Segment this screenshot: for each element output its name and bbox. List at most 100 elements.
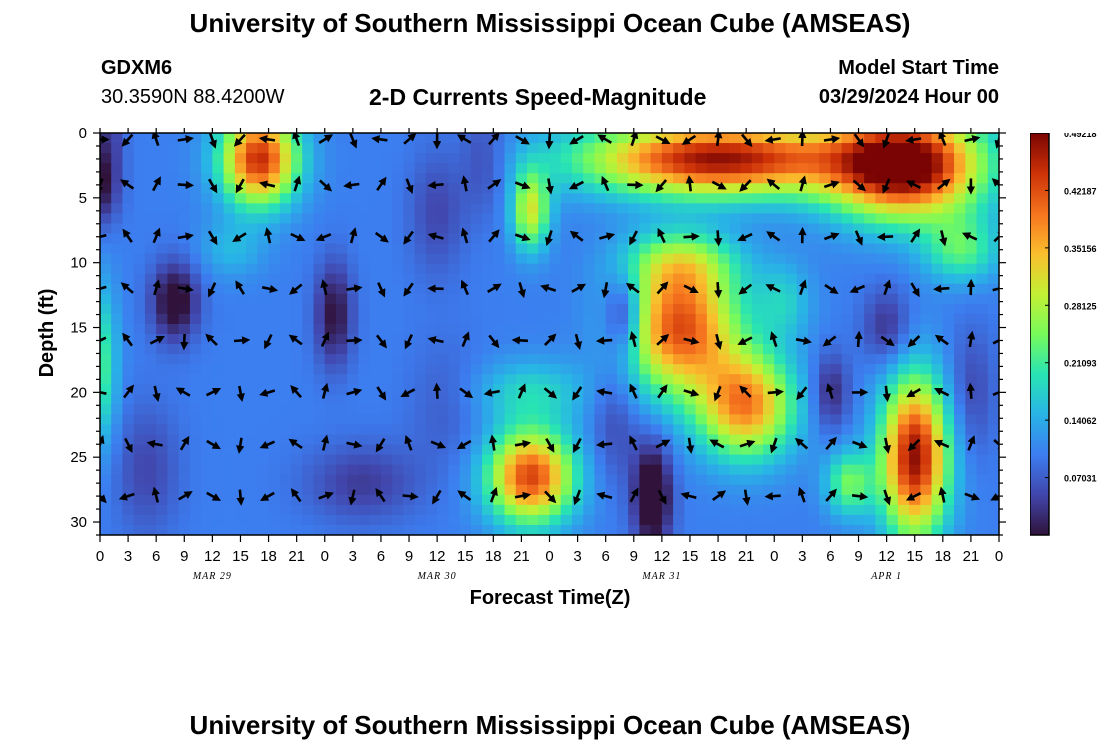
heatmap-cell (380, 404, 393, 415)
heatmap-cell (628, 183, 640, 194)
heatmap-cell (549, 163, 562, 174)
heatmap-cell (650, 323, 663, 335)
heatmap-cell (144, 424, 157, 436)
heatmap-cell (549, 354, 562, 365)
heatmap-cell (100, 253, 112, 265)
heatmap-cell (583, 273, 596, 285)
heatmap-cell (515, 364, 528, 375)
heatmap-cell (482, 484, 494, 496)
heatmap-cell (976, 414, 989, 426)
heatmap-cell (313, 384, 326, 395)
heatmap-cell (852, 263, 865, 275)
heatmap-cell (313, 213, 326, 225)
heatmap-cell (594, 163, 607, 174)
heatmap-cell (661, 203, 674, 214)
heatmap-cell (931, 364, 944, 375)
heatmap-cell (684, 293, 697, 305)
heatmap-cell (133, 504, 146, 516)
heatmap-cell (223, 454, 236, 466)
heatmap-cell (909, 163, 921, 174)
heatmap-cell (335, 213, 348, 225)
heatmap-cell (268, 484, 281, 496)
heatmap-cell (987, 344, 999, 355)
heatmap-cell (459, 344, 472, 355)
heatmap-cell (931, 464, 944, 476)
heatmap-cell (774, 364, 787, 375)
heatmap-cell (437, 464, 449, 476)
heatmap-cell (875, 414, 888, 426)
heatmap-cell (201, 183, 213, 194)
date-label: MAR 29 (192, 571, 232, 582)
heatmap-cell (369, 193, 382, 204)
heatmap-cell (729, 323, 742, 335)
heatmap-cell (538, 293, 551, 305)
heatmap-cell (673, 474, 685, 486)
heatmap-cell (729, 303, 742, 315)
x-tick-label: 6 (377, 548, 385, 565)
heatmap-cell (954, 364, 966, 375)
heatmap-cell (347, 344, 360, 355)
heatmap-cell (223, 474, 236, 486)
heatmap-cell (740, 374, 753, 385)
heatmap-cell (538, 494, 551, 506)
current-vector (683, 284, 699, 294)
current-vector (487, 283, 502, 294)
heatmap-cell (189, 334, 202, 345)
heatmap-cell (616, 313, 629, 325)
heatmap-cell (864, 334, 876, 345)
heatmap-cell (167, 223, 180, 235)
heatmap-cell (493, 514, 506, 526)
heatmap-cell (807, 253, 820, 265)
heatmap-cell (313, 494, 326, 506)
heatmap-cell (111, 133, 124, 144)
heatmap-cell (830, 454, 843, 466)
heatmap-cell (684, 364, 697, 375)
heatmap-cell (864, 504, 876, 516)
heatmap-cell (976, 484, 989, 496)
heatmap-cell (605, 374, 618, 385)
heatmap-cell (335, 444, 348, 456)
x-axis-label: Forecast Time(Z) (470, 587, 631, 609)
heatmap-cell (178, 504, 191, 516)
heatmap-cell (852, 494, 865, 506)
heatmap-cell (156, 364, 169, 375)
heatmap-cell (841, 404, 854, 415)
heatmap-cell (661, 223, 674, 235)
heatmap-cell (875, 524, 888, 535)
heatmap-cell (279, 484, 292, 496)
heatmap-cell (594, 404, 607, 415)
heatmap-cell (807, 514, 820, 526)
heatmap-cell (628, 504, 640, 516)
heatmap-cell (100, 323, 112, 335)
heatmap-cell (504, 444, 517, 456)
heatmap-cell (740, 233, 753, 245)
heatmap-cell (178, 223, 191, 235)
current-vector (569, 230, 584, 242)
heatmap-cell (515, 504, 528, 516)
heatmap-cell (459, 374, 472, 385)
heatmap-cell (380, 163, 393, 174)
heatmap-cell (785, 484, 798, 496)
heatmap-cell (729, 253, 742, 265)
heatmap-cell (527, 484, 539, 496)
heatmap-cell (212, 474, 225, 486)
heatmap-cell (100, 203, 112, 214)
heatmap-cell (830, 163, 843, 174)
heatmap-cell (864, 404, 876, 415)
heatmap-cell (369, 424, 382, 436)
heatmap-cell (560, 303, 573, 315)
heatmap-cell (268, 323, 281, 335)
heatmap-cell (437, 133, 449, 144)
heatmap-cell (279, 223, 292, 235)
heatmap-cell (785, 143, 798, 154)
heatmap-cell (212, 424, 225, 436)
heatmap-cell (212, 354, 225, 365)
heatmap-cell (763, 354, 775, 365)
heatmap-cell (763, 153, 775, 164)
heatmap-cell (515, 143, 528, 154)
heatmap-cell (425, 323, 438, 335)
plot-title: 2-D Currents Speed-Magnitude (369, 84, 707, 110)
heatmap-cell (796, 323, 809, 335)
current-vector (711, 180, 727, 190)
heatmap-cell (875, 444, 888, 456)
